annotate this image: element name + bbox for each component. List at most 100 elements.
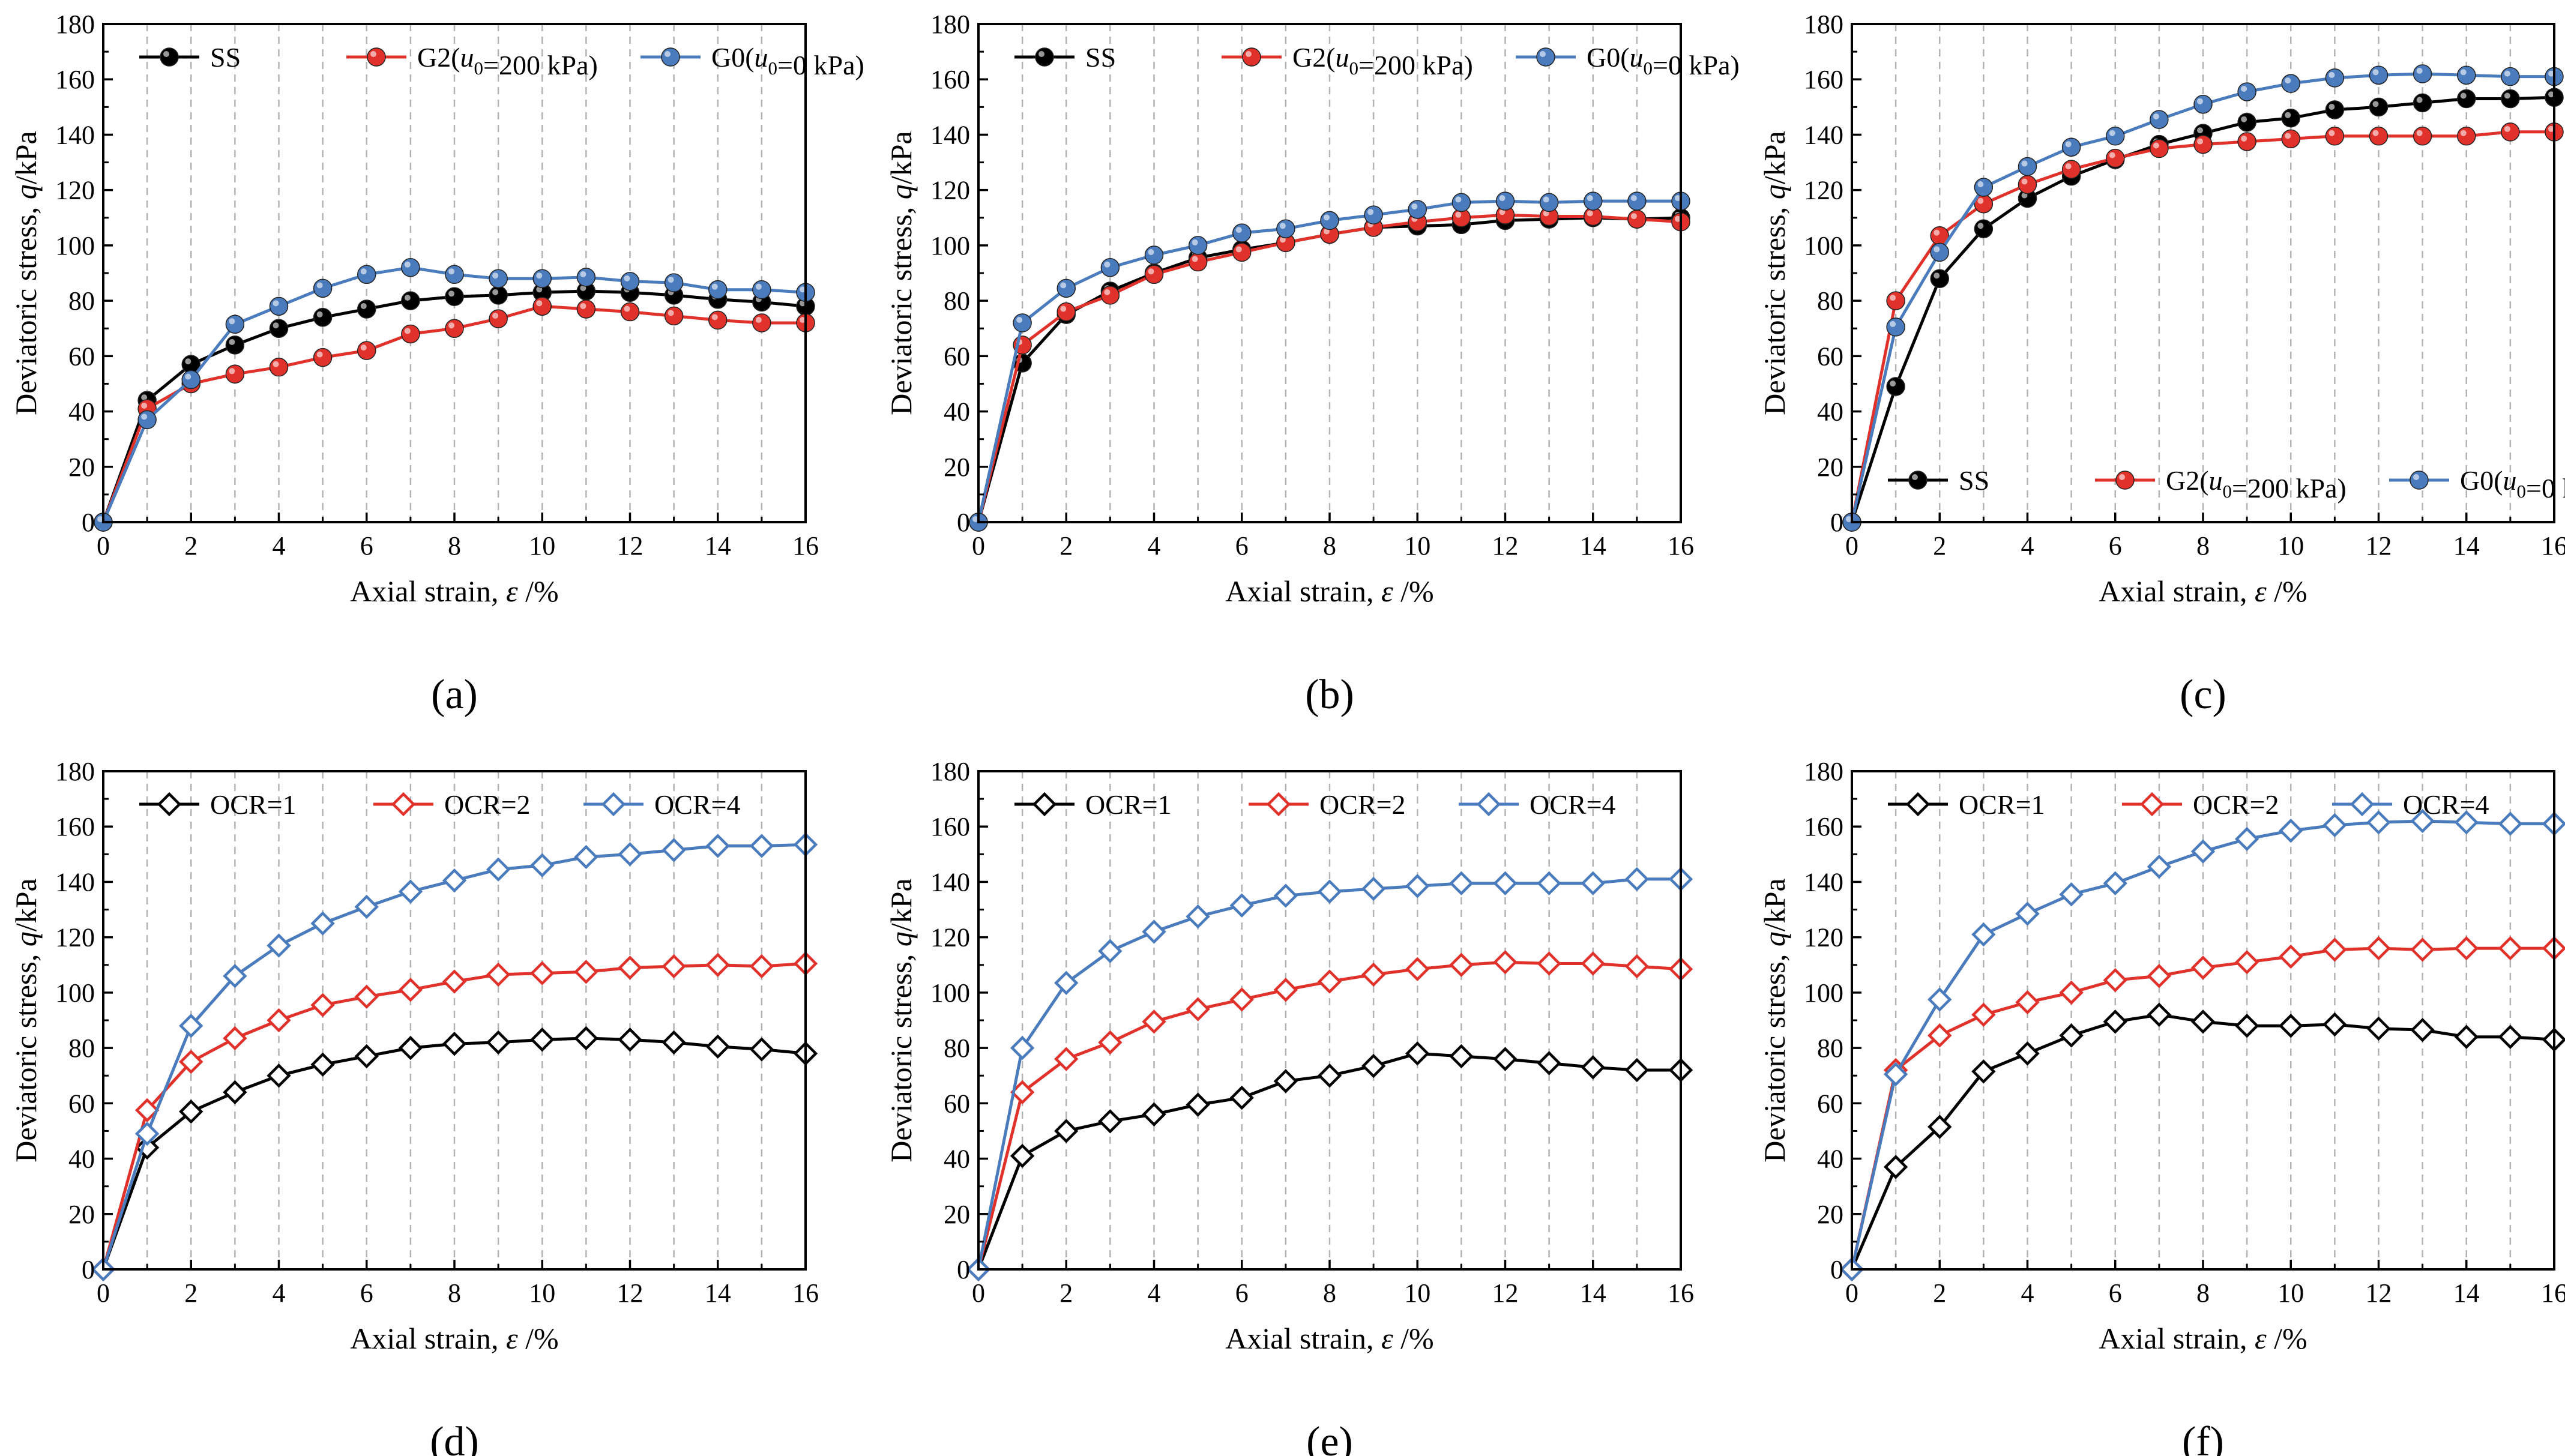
data-point xyxy=(618,1027,642,1052)
data-point xyxy=(1361,876,1386,901)
data-point xyxy=(1581,951,1605,976)
data-point xyxy=(2281,129,2300,149)
y-tick-label: 80 xyxy=(1817,286,1843,316)
data-point xyxy=(2279,1014,2303,1038)
legend-item-1: SS xyxy=(139,42,241,73)
x-tick-label: 6 xyxy=(360,531,373,561)
data-point xyxy=(179,1049,203,1074)
data-point xyxy=(2501,67,2520,86)
y-tick-label: 0 xyxy=(1830,1255,1843,1284)
data-point xyxy=(1449,952,1474,977)
y-axis-label: Deviatoric stress, q/kPa xyxy=(1758,131,1791,415)
data-point xyxy=(2322,937,2347,962)
data-point xyxy=(662,1030,686,1055)
data-point xyxy=(2147,854,2172,879)
data-point xyxy=(2018,188,2037,208)
legend: SS G2(u0=200 kPa) G0(u0=0 kPa) xyxy=(1888,465,2565,504)
data-point xyxy=(1928,987,1952,1012)
data-point xyxy=(401,291,420,310)
y-tick-label: 60 xyxy=(944,341,970,371)
legend: OCR=1 OCR=2 OCR=4 xyxy=(1888,789,2489,820)
data-point xyxy=(2018,175,2037,194)
data-point xyxy=(2322,1012,2347,1037)
data-point xyxy=(2190,955,2216,980)
panel-label: (a) xyxy=(431,672,478,718)
data-point xyxy=(1056,302,1076,322)
data-point xyxy=(2106,148,2125,168)
data-point xyxy=(1928,1115,1952,1139)
y-tick-label: 140 xyxy=(55,120,95,149)
data-point xyxy=(2015,990,2040,1015)
x-tick-label: 10 xyxy=(2277,1278,2304,1308)
legend-item-1: OCR=1 xyxy=(139,789,297,820)
legend: OCR=1 OCR=2 OCR=4 xyxy=(1014,789,1616,820)
legend-label: OCR=1 xyxy=(1085,789,1172,820)
data-point xyxy=(1537,1051,1561,1075)
x-tick-label: 0 xyxy=(1845,1278,1858,1308)
data-point xyxy=(267,933,291,958)
data-point xyxy=(179,1099,203,1124)
data-point xyxy=(2234,826,2259,852)
data-point xyxy=(442,1032,467,1056)
data-point xyxy=(1054,970,1079,995)
data-point xyxy=(181,370,200,390)
legend-item-2: G2(u0=200 kPa) xyxy=(2095,465,2346,504)
x-tick-label: 14 xyxy=(705,531,731,561)
data-point xyxy=(2369,127,2389,146)
data-point xyxy=(2193,94,2213,114)
data-point xyxy=(2457,127,2476,146)
data-point xyxy=(2281,74,2300,93)
legend-label: SS xyxy=(1959,465,1989,496)
legend-item-3: OCR=4 xyxy=(1459,789,1616,820)
x-tick-label: 12 xyxy=(1492,531,1519,561)
data-point xyxy=(752,280,771,299)
data-point xyxy=(2193,134,2213,154)
legend-label: G0(u0=0 kPa) xyxy=(2460,465,2565,504)
data-point xyxy=(2234,949,2259,975)
data-point xyxy=(1493,871,1518,895)
data-point xyxy=(1361,1053,1386,1078)
data-point xyxy=(1317,1063,1342,1088)
legend-item-3: OCR=4 xyxy=(2332,789,2489,820)
data-point xyxy=(354,984,379,1009)
y-tick-label: 180 xyxy=(930,10,970,39)
legend-label: OCR=2 xyxy=(444,789,531,820)
x-axis-label: Axial strain, ε /% xyxy=(1225,574,1433,608)
x-tick-label: 6 xyxy=(2109,1278,2122,1308)
legend-label: OCR=4 xyxy=(2403,789,2489,820)
legend-label: SS xyxy=(1085,42,1116,73)
data-point xyxy=(705,834,730,858)
y-tick-label: 40 xyxy=(944,397,970,427)
series-line-3 xyxy=(977,199,1681,523)
data-point xyxy=(1273,1069,1298,1094)
x-tick-label: 12 xyxy=(617,531,644,561)
x-tick-label: 10 xyxy=(529,1278,555,1308)
data-point xyxy=(1405,1041,1430,1066)
y-tick-label: 100 xyxy=(1804,978,1843,1008)
data-point xyxy=(1627,209,1647,229)
data-point xyxy=(357,341,376,360)
data-point xyxy=(1054,1047,1079,1071)
legend-label: G2(u0=200 kPa) xyxy=(2166,465,2346,504)
data-point xyxy=(1581,871,1605,895)
x-tick-label: 2 xyxy=(1059,531,1073,561)
data-point xyxy=(576,281,596,301)
x-tick-label: 8 xyxy=(448,531,461,561)
data-point xyxy=(1232,223,1252,242)
data-point xyxy=(398,879,423,904)
data-point xyxy=(576,299,596,319)
data-point xyxy=(134,1098,160,1123)
y-tick-label: 160 xyxy=(1804,65,1843,94)
data-point xyxy=(445,319,464,338)
y-tick-label: 120 xyxy=(1804,176,1843,205)
data-point xyxy=(1971,1002,1996,1027)
chart-panel-6: 0 2 4 6 8 10 12 14 16020406080100120140160180Axi… xyxy=(1758,757,2565,1456)
data-point xyxy=(1229,1085,1254,1110)
data-point xyxy=(1974,219,1994,238)
y-tick-label: 60 xyxy=(1817,341,1843,371)
data-point xyxy=(1144,245,1164,265)
data-point xyxy=(181,355,200,374)
legend-swatch-marker xyxy=(661,47,680,67)
data-point xyxy=(1405,957,1430,981)
data-point xyxy=(137,410,157,430)
